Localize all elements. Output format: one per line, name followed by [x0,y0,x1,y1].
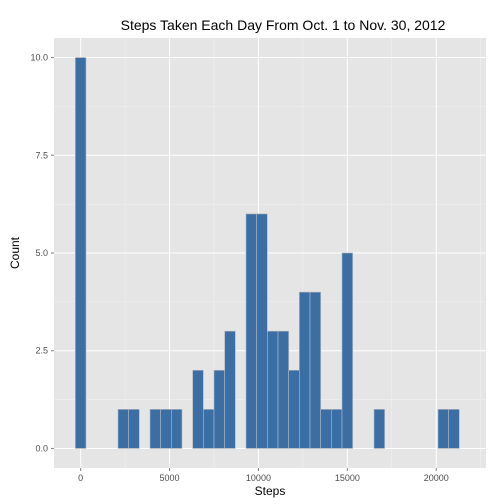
histogram-bar [192,369,204,449]
histogram-bar [224,330,236,449]
y-tick-label: 2.5 [35,346,48,356]
bars [75,57,460,449]
y-axis-label: Count [8,236,22,269]
histogram-bar [341,252,353,449]
y-tick-label: 7.5 [35,150,48,160]
histogram-bar [75,57,87,449]
histogram-bar [149,409,161,449]
y-tick-label: 5.0 [35,248,48,258]
histogram-bar [171,409,183,449]
histogram-bar [128,409,140,449]
x-tick-label: 5000 [160,473,180,483]
y-axis-ticks: 0.0 2.5 5.0 7.5 10.0 [30,53,54,453]
histogram-bar [256,213,268,449]
histogram-bar [299,291,311,449]
histogram-bar [117,409,129,449]
x-tick-label: 10000 [246,473,271,483]
histogram-bar [213,369,225,449]
x-tick-label: 20000 [424,473,449,483]
chart-title: Steps Taken Each Day From Oct. 1 to Nov.… [121,17,446,33]
histogram-bar [267,330,279,449]
histogram-bar [245,213,257,449]
y-tick-label: 10.0 [30,53,48,63]
x-axis-label: Steps [255,484,286,498]
x-axis-ticks: 0 5000 10000 15000 20000 [78,468,449,483]
x-tick-label: 15000 [335,473,360,483]
histogram-bar [437,409,449,449]
histogram-bar [288,369,300,449]
x-tick-label: 0 [78,473,83,483]
histogram-bar [277,330,289,449]
histogram-bar [309,291,321,449]
histogram-bar [203,409,215,449]
histogram-bar [320,409,332,449]
histogram-bar [373,409,385,449]
y-tick-label: 0.0 [35,443,48,453]
histogram-bar [331,409,343,449]
histogram-bar [160,409,172,449]
histogram-bar [448,409,460,449]
